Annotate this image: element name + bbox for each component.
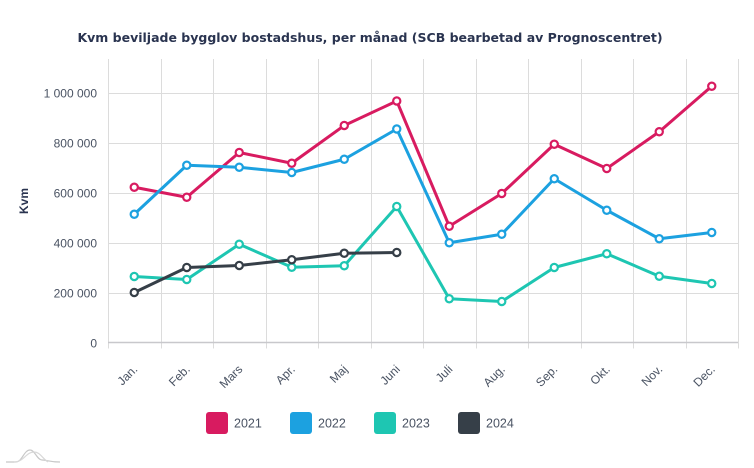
x-tick-label: Sep. — [533, 362, 560, 389]
data-point[interactable] — [129, 287, 139, 298]
data-point[interactable] — [182, 262, 192, 273]
legend-item-2022[interactable]: 2022 — [290, 412, 346, 434]
data-point[interactable] — [392, 247, 402, 258]
data-point[interactable] — [182, 274, 192, 285]
data-point[interactable] — [497, 229, 507, 239]
data-point[interactable] — [339, 261, 349, 271]
legend-label: 2023 — [402, 417, 430, 431]
legend-label: 2024 — [486, 417, 514, 431]
series-2022 — [129, 124, 717, 248]
data-point[interactable] — [444, 294, 454, 304]
y-tick-label: 200 000 — [54, 287, 98, 301]
y-axis-ticks: 0 200 000 400 000 600 000 800 000 1 000 000 — [44, 87, 98, 351]
data-point[interactable] — [707, 81, 717, 91]
data-point[interactable] — [129, 182, 139, 192]
data-point[interactable] — [497, 188, 507, 199]
y-tick-label: 600 000 — [54, 187, 98, 201]
series-2023 — [129, 201, 717, 307]
data-point[interactable] — [654, 271, 664, 281]
x-tick-label: Maj — [327, 362, 351, 386]
series-line — [132, 127, 714, 245]
data-point[interactable] — [182, 192, 192, 202]
mountain-logo-icon — [6, 449, 61, 463]
legend-swatch — [458, 412, 480, 434]
x-tick-label: Apr. — [273, 362, 298, 387]
data-point[interactable] — [234, 147, 244, 158]
chart-title: Kvm beviljade bygglov bostadshus, per må… — [77, 30, 662, 45]
data-point[interactable] — [602, 205, 612, 215]
x-tick-label: Nov. — [639, 362, 666, 389]
data-point[interactable] — [549, 174, 559, 184]
data-point[interactable] — [549, 139, 559, 149]
y-tick-label: 1 000 000 — [44, 87, 98, 101]
y-tick-label: 800 000 — [54, 137, 98, 151]
x-tick-label: Dec. — [691, 362, 718, 389]
series-line — [132, 251, 399, 294]
series-line — [132, 84, 714, 228]
data-point[interactable] — [339, 154, 349, 164]
data-point[interactable] — [287, 255, 297, 265]
data-point[interactable] — [129, 271, 139, 282]
data-point[interactable] — [392, 201, 402, 212]
data-point[interactable] — [287, 262, 297, 272]
data-point[interactable] — [339, 248, 349, 258]
legend-label: 2021 — [234, 417, 262, 431]
vertical-gridlines — [108, 59, 739, 349]
x-tick-label: Aug. — [481, 362, 508, 389]
x-tick-label: Juli — [433, 362, 456, 385]
data-point[interactable] — [497, 296, 507, 307]
series-group — [129, 81, 717, 307]
y-tick-label: 400 000 — [54, 237, 98, 251]
data-point[interactable] — [234, 162, 244, 172]
legend-swatch — [374, 412, 396, 434]
legend-label: 2022 — [318, 417, 346, 431]
data-point[interactable] — [654, 127, 664, 137]
data-point[interactable] — [444, 238, 454, 248]
legend-item-2024[interactable]: 2024 — [458, 412, 514, 434]
y-tick-label: 0 — [90, 337, 97, 351]
data-point[interactable] — [444, 221, 454, 231]
legend-item-2023[interactable]: 2023 — [374, 412, 430, 434]
y-axis-label: Kvm — [17, 188, 31, 214]
data-point[interactable] — [287, 158, 297, 168]
data-point[interactable] — [654, 234, 664, 244]
series-line — [132, 205, 714, 303]
x-tick-label: Mars — [217, 362, 246, 391]
x-tick-label: Okt. — [587, 362, 612, 387]
data-point[interactable] — [339, 120, 349, 131]
data-point[interactable] — [129, 209, 139, 219]
legend-swatch — [206, 412, 228, 434]
data-point[interactable] — [549, 262, 559, 273]
x-tick-label: Feb. — [166, 362, 193, 389]
data-point[interactable] — [392, 124, 402, 134]
data-point[interactable] — [234, 239, 244, 249]
data-point[interactable] — [392, 96, 402, 106]
legend: 2021 2022 2023 2024 — [206, 412, 514, 434]
legend-item-2021[interactable]: 2021 — [206, 412, 262, 434]
data-point[interactable] — [707, 278, 717, 289]
data-point[interactable] — [182, 160, 192, 170]
series-2021 — [129, 81, 717, 231]
series-2024 — [129, 247, 402, 298]
x-tick-label: Jan. — [114, 362, 140, 388]
data-point[interactable] — [602, 249, 612, 259]
data-point[interactable] — [602, 163, 612, 174]
legend-swatch — [290, 412, 312, 434]
horizontal-gridlines — [108, 93, 738, 294]
data-point[interactable] — [707, 227, 717, 238]
x-axis-ticks: Jan. Feb. Mars Apr. Maj Juni Juli Aug. Sep. Okt. N… — [114, 362, 717, 391]
x-tick-label: Juni — [377, 362, 402, 387]
data-point[interactable] — [287, 167, 297, 178]
data-point[interactable] — [234, 260, 244, 271]
